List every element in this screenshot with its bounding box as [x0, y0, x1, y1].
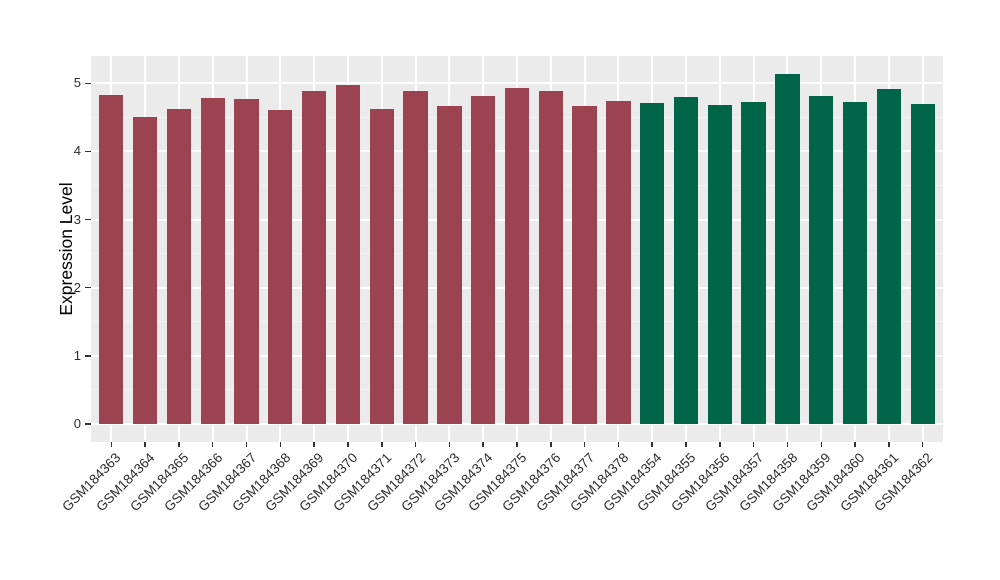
bar-GSM184360	[842, 101, 868, 424]
y-tick-label-1: 1	[73, 347, 81, 363]
y-tick-label-0: 0	[73, 416, 81, 431]
bar-GSM184362	[910, 103, 935, 424]
bar-GSM184375	[504, 88, 530, 424]
x-tick-mark-GSM184363	[110, 442, 113, 447]
y-tick-label-4: 4	[73, 143, 81, 159]
bar-GSM184376	[538, 90, 563, 424]
bar-GSM184365	[166, 109, 192, 424]
y-tick-mark-4	[85, 150, 91, 153]
y-tick-label-2: 2	[73, 279, 81, 295]
y-tick-label-3: 3	[73, 211, 81, 227]
bar-GSM184354	[640, 103, 665, 424]
x-tick-mark-GSM184374	[482, 442, 484, 447]
bar-GSM184357	[741, 101, 766, 424]
y-tick-mark-1	[85, 355, 91, 357]
bar-GSM184373	[437, 105, 462, 424]
x-tick-mark-GSM184366	[211, 442, 214, 447]
x-tick-mark-GSM184361	[888, 442, 890, 447]
bar-GSM184370	[335, 85, 361, 424]
bar-GSM184366	[200, 98, 225, 424]
bar-GSM184372	[403, 90, 428, 424]
x-tick-mark-GSM184359	[820, 442, 823, 447]
x-tick-mark-GSM184373	[448, 442, 451, 447]
bar-GSM184374	[471, 95, 496, 424]
bar-GSM184361	[876, 89, 902, 424]
x-tick-mark-GSM184376	[550, 442, 552, 447]
y-tick-mark-2	[85, 286, 91, 289]
y-tick-mark-0	[85, 423, 91, 425]
bar-GSM184368	[268, 109, 293, 424]
x-tick-mark-GSM184370	[347, 442, 349, 447]
plot-panel	[91, 56, 943, 442]
y-tick-mark-5	[85, 82, 91, 85]
x-tick-mark-GSM184364	[144, 442, 146, 447]
x-tick-mark-GSM184369	[313, 442, 315, 447]
x-tick-mark-GSM184375	[516, 442, 518, 447]
bar-GSM184359	[809, 95, 834, 424]
x-tick-mark-GSM184357	[752, 442, 755, 447]
x-tick-mark-GSM184377	[583, 442, 586, 447]
bar-GSM184356	[707, 105, 732, 424]
bar-GSM184377	[572, 105, 597, 424]
bar-GSM184378	[606, 101, 631, 424]
x-tick-mark-GSM184362	[921, 442, 924, 447]
y-axis-title: Expression Level	[56, 182, 76, 316]
bar-GSM184371	[369, 109, 394, 424]
bar-GSM184364	[132, 117, 158, 424]
y-tick-mark-3	[85, 218, 91, 221]
bar-GSM184369	[301, 91, 327, 424]
bar-GSM184355	[673, 96, 699, 424]
x-tick-mark-GSM184378	[617, 442, 620, 447]
x-tick-mark-GSM184372	[414, 442, 417, 447]
x-tick-mark-GSM184354	[651, 442, 653, 447]
bar-GSM184363	[99, 94, 124, 424]
x-tick-mark-GSM184360	[854, 442, 856, 447]
x-tick-mark-GSM184355	[685, 442, 687, 447]
x-tick-mark-GSM184358	[786, 442, 789, 447]
y-tick-label-5: 5	[73, 75, 81, 91]
x-tick-mark-GSM184367	[245, 442, 248, 447]
x-tick-mark-GSM184371	[381, 442, 383, 447]
x-tick-mark-GSM184356	[719, 442, 721, 447]
x-tick-mark-GSM184365	[178, 442, 180, 447]
x-tick-mark-GSM184368	[279, 442, 282, 447]
bar-GSM184367	[234, 98, 259, 424]
bar-GSM184358	[775, 74, 800, 424]
